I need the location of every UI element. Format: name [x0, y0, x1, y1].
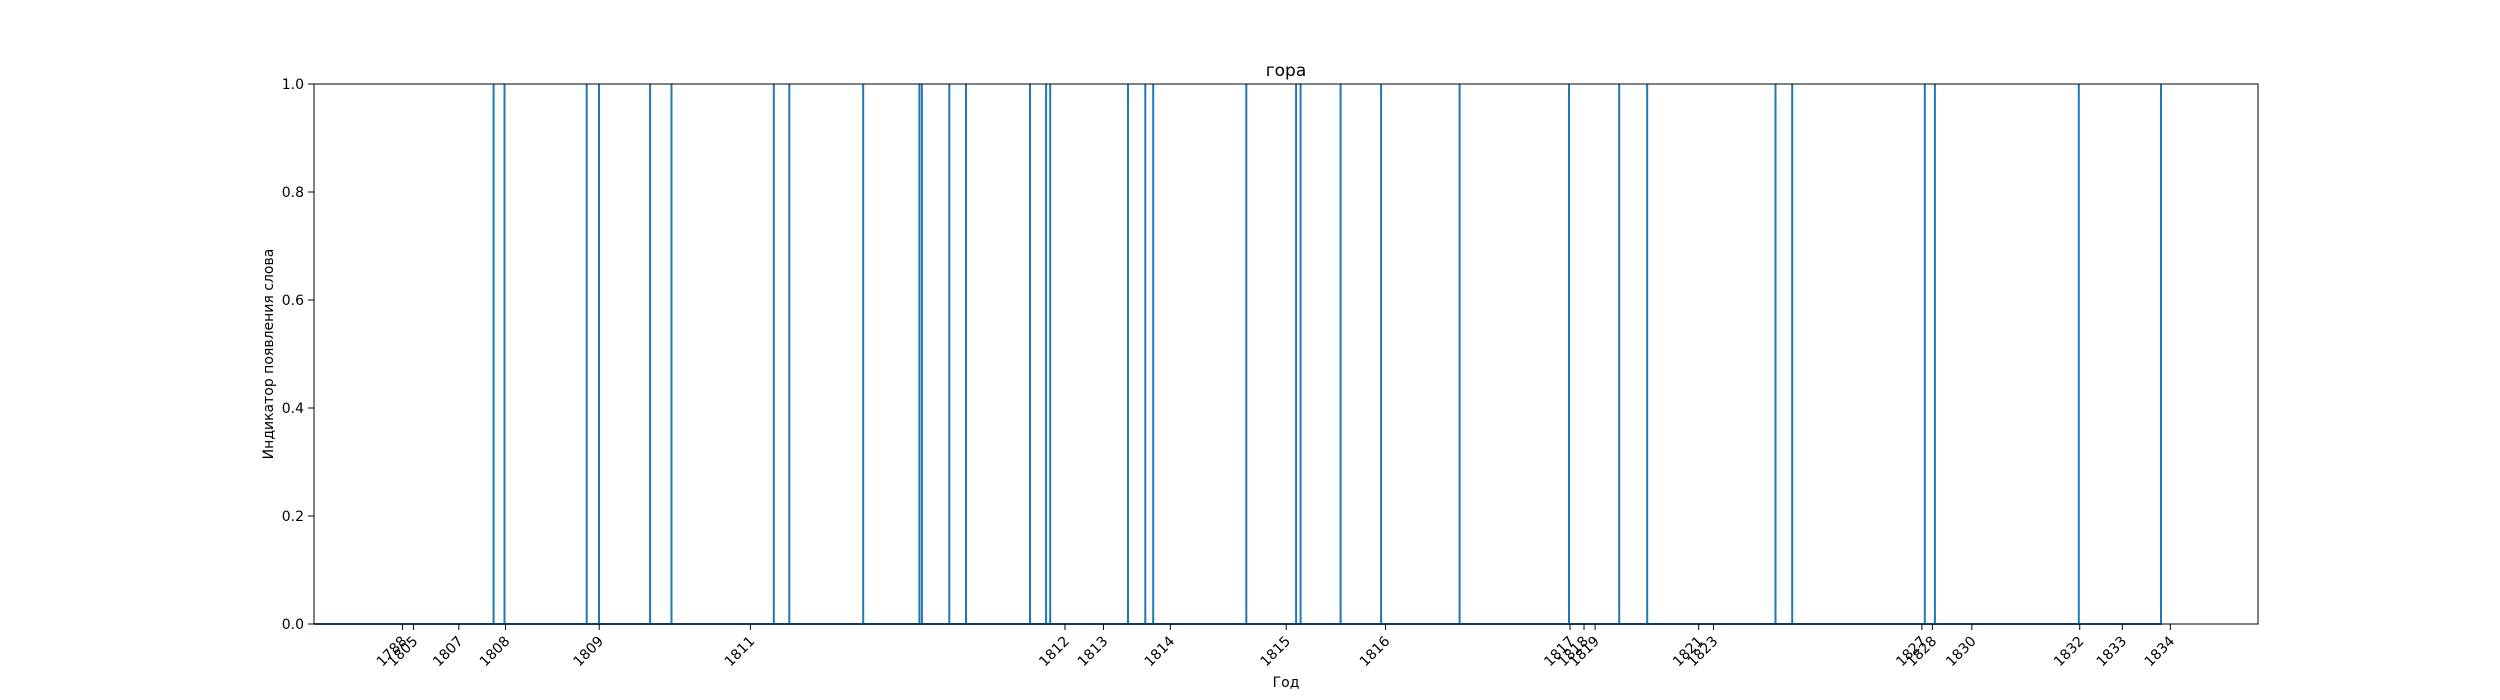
x-axis-label: Год	[1273, 675, 1300, 691]
y-axis-ticks: 0.0 0.2 0.4 0.6 0.8 1.0	[282, 77, 314, 633]
plot-frame	[313, 83, 2259, 625]
y-tick-label: 0.6	[282, 293, 304, 309]
y-tick-label: 0.0	[282, 617, 304, 633]
y-tick-label: 0.4	[282, 401, 304, 417]
chart-title: гора	[1266, 61, 1307, 81]
y-axis-label: Индикатор появления слова	[261, 249, 277, 460]
y-tick-label: 0.2	[282, 509, 304, 525]
y-tick-label: 0.8	[282, 185, 304, 201]
y-tick-label: 1.0	[282, 77, 304, 93]
